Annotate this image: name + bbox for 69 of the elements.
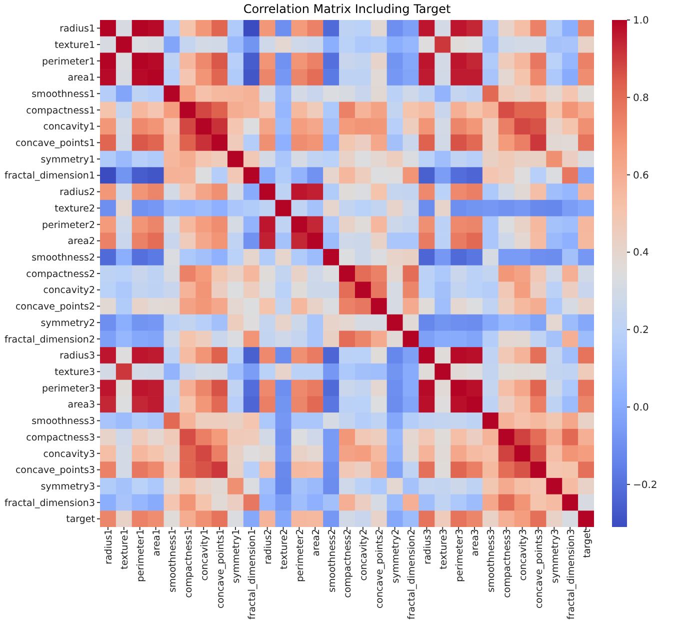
y-tick-label: texture2 (54, 203, 95, 214)
y-tick-label: concavity3 (43, 448, 95, 460)
color-bar-label: −0.2 (633, 480, 658, 491)
x-tick-label: radius2 (263, 529, 274, 564)
y-tick-label: symmetry2 (40, 318, 95, 329)
x-tick-label: target (582, 528, 593, 558)
y-tick-label: concavity2 (43, 285, 95, 296)
x-tick-label: area1 (152, 529, 163, 556)
color-bar-label: 0.2 (633, 325, 649, 336)
y-tick-label: perimeter1 (42, 56, 95, 68)
color-bar-label: 0.8 (633, 92, 649, 104)
x-tick-label: texture3 (438, 529, 450, 570)
x-tick-label: concave_points2 (374, 529, 386, 609)
y-tick-label: perimeter2 (42, 220, 95, 231)
y-tick-label: texture1 (54, 40, 95, 51)
x-tick-label: smoothness3 (486, 529, 498, 592)
y-tick-label: area3 (68, 400, 95, 411)
y-tick-label: smoothness1 (32, 88, 95, 100)
x-tick-label: concave_points1 (215, 529, 226, 609)
y-tick-label: concave_points2 (15, 302, 95, 313)
y-tick-label: fractal_dimension2 (4, 334, 95, 346)
x-tick-label: perimeter2 (294, 529, 306, 582)
y-tick-label: smoothness2 (32, 252, 95, 264)
y-tick-label: compactness2 (26, 268, 95, 280)
x-tick-label: concave_points3 (534, 529, 545, 609)
chart-title: Correlation Matrix Including Target (242, 2, 452, 16)
x-tick-label: compactness3 (502, 529, 514, 598)
y-tick-label: radius2 (60, 187, 95, 198)
x-tick-label: fractal_dimension3 (566, 529, 577, 620)
y-tick-label: symmetry3 (40, 481, 95, 492)
y-tick-label: fractal_dimension1 (4, 170, 95, 182)
x-tick-label: concavity1 (199, 529, 210, 581)
y-tick-label: radius3 (60, 350, 95, 362)
x-tick-label: fractal_dimension1 (247, 529, 258, 620)
y-tick-label: compactness1 (26, 105, 95, 116)
color-bar-label: 1.0 (633, 16, 649, 26)
x-tick-label: area3 (470, 529, 482, 556)
x-tick-label: texture2 (279, 529, 290, 570)
y-tick-label: concave_points3 (15, 465, 95, 476)
x-tick-label: perimeter1 (136, 529, 147, 582)
x-tick-label: smoothness1 (167, 529, 178, 592)
y-tick-label: fractal_dimension3 (4, 498, 95, 509)
y-tick-label: concavity1 (43, 122, 95, 133)
x-tick-label: concavity3 (518, 529, 530, 581)
y-tick-label: perimeter3 (42, 383, 95, 394)
x-tick-label: fractal_dimension2 (406, 529, 418, 620)
y-tick-label: smoothness3 (32, 416, 95, 428)
y-tick-label: symmetry1 (40, 154, 95, 166)
color-bar-label: 0.4 (633, 248, 649, 259)
x-tick-label: texture1 (120, 529, 131, 570)
x-tick-label: radius3 (422, 529, 434, 564)
x-tick-label: symmetry1 (231, 529, 242, 584)
x-tick-label: symmetry2 (390, 529, 402, 584)
x-tick-label: compactness1 (183, 529, 194, 598)
y-tick-label: area1 (68, 72, 95, 84)
y-tick-label: radius1 (60, 24, 95, 35)
y-tick-label: compactness3 (26, 432, 95, 444)
y-tick-label: target (66, 514, 96, 526)
x-tick-label: symmetry3 (550, 529, 561, 584)
y-tick-label: concave_points1 (15, 138, 95, 150)
y-tick-label: area2 (68, 236, 95, 248)
x-tick-label: compactness2 (342, 529, 354, 598)
x-tick-label: concavity2 (358, 529, 370, 581)
x-tick-label: smoothness2 (326, 529, 338, 592)
y-tick-label: texture3 (54, 367, 95, 378)
color-bar-label: 0.0 (633, 402, 649, 414)
x-tick-label: area2 (310, 529, 322, 556)
color-bar-label: 0.6 (633, 170, 649, 182)
x-tick-label: perimeter3 (454, 529, 466, 582)
